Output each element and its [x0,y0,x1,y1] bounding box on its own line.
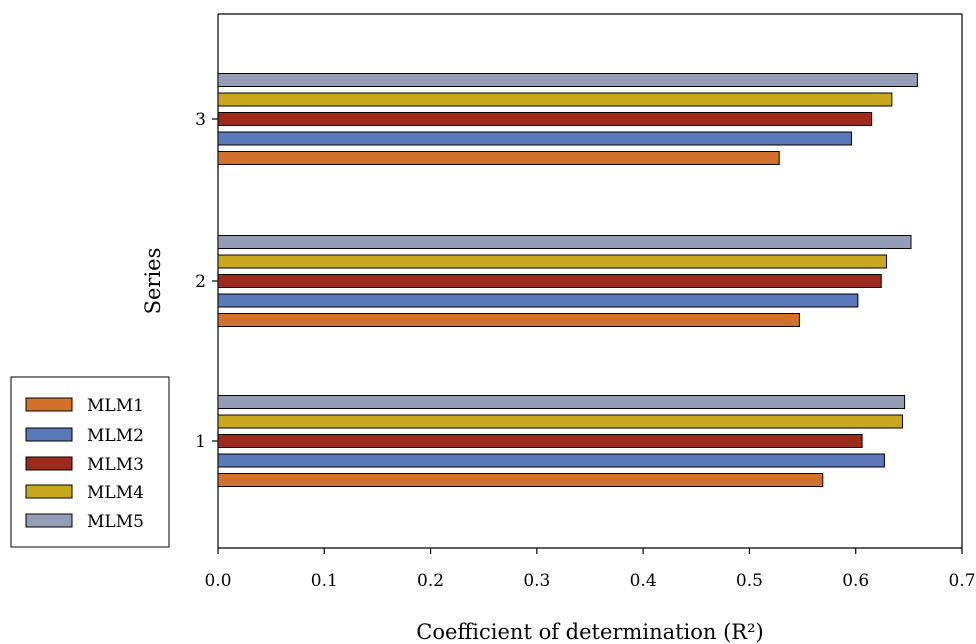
bar-mlm2-series-1 [217,453,885,468]
x-tick-label: 0.1 [311,571,338,591]
x-axis-title: Coefficient of determination (R²) [416,620,763,644]
bar-mlm5-series-3 [217,73,918,87]
y-tick-label: 2 [195,272,206,292]
bar-mlm3-series-3 [217,112,873,126]
bar-mlm1-series-2 [217,313,800,327]
bar-mlm4-series-2 [217,254,888,269]
x-tick-label: 0.7 [948,571,975,591]
bar-mlm2-series-3 [217,131,852,146]
x-tick-label: 0.4 [630,571,657,591]
x-tick-label: 0.3 [523,571,550,591]
bar-mlm1-series-3 [217,151,780,165]
bar-mlm5-series-1 [217,395,906,409]
bars-group [217,73,918,487]
bar-mlm4-series-1 [217,414,903,429]
legend-label-mlm5: MLM5 [87,512,144,532]
legend-label-mlm3: MLM3 [87,455,144,475]
x-tick-label: 0.2 [417,571,444,591]
x-tick-label: 0.5 [736,571,763,591]
legend-swatch-mlm1 [25,397,73,412]
x-tick-label: 0.0 [204,571,231,591]
legend-label-mlm2: MLM2 [87,426,144,446]
bar-mlm2-series-2 [217,293,859,308]
legend-swatch-mlm2 [25,427,73,442]
y-axis-title: Series [141,248,165,315]
legend: MLM1 MLM2 MLM3 MLM4 MLM5 [10,376,170,548]
bar-mlm3-series-1 [217,434,863,448]
y-tick-label: 1 [195,432,206,452]
legend-label-mlm4: MLM4 [87,483,144,503]
legend-swatch-mlm3 [25,456,73,471]
y-tick-label: 3 [195,110,206,130]
legend-swatch-mlm5 [25,513,73,528]
legend-label-mlm1: MLM1 [87,396,144,416]
bar-mlm5-series-2 [217,235,912,249]
x-tick-label: 0.6 [842,571,869,591]
bar-mlm3-series-2 [217,274,882,288]
y-ticks: 1 2 3 [195,110,218,452]
bar-mlm4-series-3 [217,92,893,107]
x-ticks: 0.0 0.1 0.2 0.3 0.4 0.5 0.6 0.7 [204,548,976,591]
bar-mlm1-series-1 [217,473,824,487]
legend-swatch-mlm4 [25,484,73,499]
